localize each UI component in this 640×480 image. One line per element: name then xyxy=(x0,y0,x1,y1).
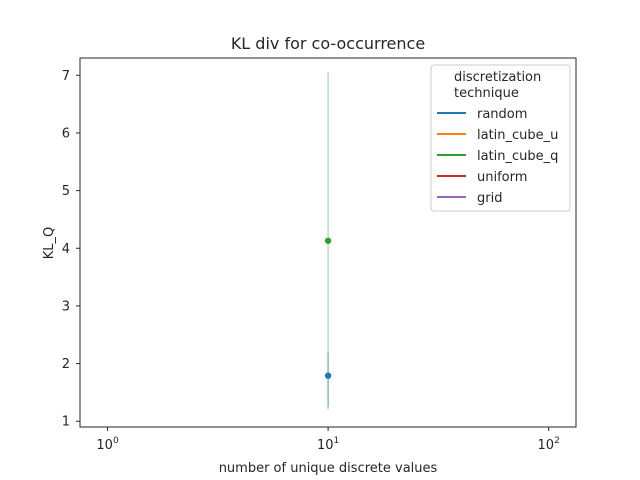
legend-label-latin_cube_u: latin_cube_u xyxy=(477,128,558,143)
y-axis-label: KL_Q xyxy=(42,227,57,260)
y-tick-label: 5 xyxy=(62,184,70,199)
point-random xyxy=(324,372,332,379)
x-tick-label: 101 xyxy=(317,436,339,453)
x-axis-ticks: 100 101 102 xyxy=(96,427,560,453)
legend-label-uniform: uniform xyxy=(477,170,527,185)
legend-frame xyxy=(430,64,571,212)
y-tick-label: 2 xyxy=(62,357,70,372)
legend-label-random: random xyxy=(477,107,527,122)
x-tick-label: 100 xyxy=(96,436,119,453)
legend-title-line-2: technique xyxy=(454,86,519,101)
chart-title: KL div for co-occurrence xyxy=(231,34,425,53)
ci-band-random xyxy=(327,352,329,407)
y-tick-label: 4 xyxy=(62,242,70,257)
y-tick-label: 1 xyxy=(62,415,70,430)
y-tick-label: 3 xyxy=(62,299,70,314)
legend-label-grid: grid xyxy=(477,191,502,206)
legend-label-latin_cube_q: latin_cube_q xyxy=(477,149,558,164)
point-latin_cube_q xyxy=(324,237,332,244)
y-tick-label: 6 xyxy=(62,126,70,141)
data-points xyxy=(324,237,332,379)
y-axis-ticks: 1 2 3 4 5 6 7 xyxy=(62,69,80,430)
legend-title-line-1: discretization xyxy=(454,70,541,85)
legend: discretization technique random latin_cub… xyxy=(430,64,571,212)
x-tick-label: 102 xyxy=(538,436,560,453)
x-axis-label: number of unique discrete values xyxy=(219,461,438,476)
y-tick-label: 7 xyxy=(62,69,70,84)
